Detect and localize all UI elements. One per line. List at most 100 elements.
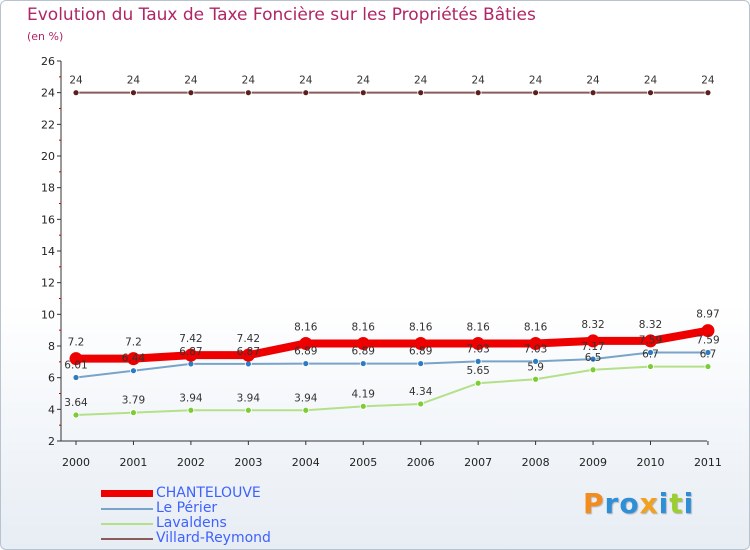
x-tick-label: 2000 — [62, 456, 90, 469]
chart-unit-label: (en %) — [27, 30, 64, 43]
data-label-chantelouve: 7.42 — [179, 333, 202, 345]
data-point-lavaldens — [474, 379, 482, 387]
data-point-villard-reymond — [704, 89, 712, 97]
y-tick-label: 14 — [41, 245, 55, 258]
data-point-villard-reymond — [187, 89, 195, 97]
data-point-le-p-rier — [359, 360, 367, 367]
data-point-lavaldens — [302, 406, 310, 414]
y-tick-label: 10 — [41, 308, 55, 321]
data-label-chantelouve: 8.16 — [524, 321, 548, 333]
data-label-villard-reymond: 24 — [644, 75, 658, 87]
data-label-villard-reymond: 24 — [127, 75, 141, 87]
x-tick-label: 2006 — [407, 456, 435, 469]
y-tick-label: 16 — [41, 213, 55, 226]
logo-letter: i — [683, 487, 695, 520]
y-tick-label: 4 — [48, 403, 55, 416]
data-label-le-p-rier: 6.87 — [237, 346, 260, 358]
data-label-le-p-rier: 7.59 — [639, 334, 662, 346]
data-point-lavaldens — [532, 375, 539, 383]
series-layer — [69, 89, 715, 419]
data-point-villard-reymond — [532, 89, 539, 97]
data-label-chantelouve: 8.32 — [581, 319, 604, 331]
data-point-lavaldens — [359, 402, 367, 410]
data-labels-layer: 24 24 24 24 24 24 24 24 24 24 24 24 3.64 3.79 3.94 3.94… — [64, 75, 719, 409]
legend-label: Villard-Reymond — [156, 530, 271, 546]
data-label-villard-reymond: 24 — [414, 75, 428, 87]
data-point-chantelouve — [414, 336, 428, 350]
data-point-lavaldens — [187, 406, 195, 414]
x-tick-label: 2001 — [119, 456, 147, 469]
data-label-lavaldens: 5.9 — [527, 361, 544, 373]
data-point-villard-reymond — [72, 89, 80, 97]
data-label-chantelouve: 7.2 — [125, 337, 142, 349]
data-point-lavaldens — [589, 366, 597, 374]
data-point-chantelouve — [241, 348, 255, 362]
data-point-chantelouve — [471, 336, 485, 350]
data-label-lavaldens: 4.19 — [352, 388, 375, 400]
x-tick-label: 2004 — [292, 456, 320, 469]
chart-title: Evolution du Taux de Taxe Foncière sur l… — [27, 5, 536, 25]
legend-label: Lavaldens — [156, 515, 227, 531]
data-point-chantelouve — [126, 352, 140, 366]
x-tick-label: 2003 — [234, 456, 262, 469]
legend-swatch — [101, 507, 153, 510]
data-point-lavaldens — [704, 363, 712, 370]
logo-letter: P — [583, 487, 605, 520]
data-point-villard-reymond — [244, 89, 252, 97]
y-tick-label: 8 — [48, 340, 55, 353]
data-label-villard-reymond: 24 — [357, 75, 371, 87]
data-label-le-p-rier: 7.59 — [696, 334, 719, 346]
y-tick-label: 2 — [48, 435, 55, 448]
logo-letter: r — [604, 487, 620, 520]
data-label-villard-reymond: 24 — [69, 75, 83, 87]
data-point-chantelouve — [356, 336, 370, 350]
legend-item: CHANTELOUVE — [101, 486, 271, 501]
y-tick-label: 6 — [48, 372, 55, 385]
data-point-villard-reymond — [647, 89, 654, 97]
x-tick-label: 2011 — [694, 456, 722, 469]
data-label-chantelouve: 8.97 — [696, 309, 719, 321]
data-point-le-p-rier — [474, 357, 482, 365]
data-point-le-p-rier — [589, 355, 597, 363]
data-label-le-p-rier: 7.17 — [581, 341, 604, 353]
data-label-chantelouve: 8.16 — [409, 321, 433, 333]
data-label-lavaldens: 3.79 — [122, 395, 145, 407]
data-point-lavaldens — [130, 409, 137, 417]
data-point-chantelouve — [529, 336, 543, 350]
data-point-le-p-rier — [187, 360, 195, 368]
series-line-le-p-rier — [75, 351, 709, 379]
data-label-le-p-rier: 6.89 — [409, 346, 432, 358]
data-point-le-p-rier — [302, 360, 310, 367]
data-label-villard-reymond: 24 — [586, 75, 600, 87]
data-label-le-p-rier: 6.89 — [352, 346, 375, 358]
data-label-lavaldens: 6.5 — [585, 352, 602, 364]
data-label-lavaldens: 3.94 — [294, 392, 318, 404]
legend-item: Lavaldens — [101, 516, 271, 531]
data-label-lavaldens: 6.7 — [700, 349, 717, 361]
y-tick-label: 12 — [41, 277, 55, 290]
logo-letter: x — [639, 487, 659, 520]
data-label-lavaldens: 6.7 — [642, 349, 659, 361]
data-point-villard-reymond — [474, 89, 482, 97]
data-point-villard-reymond — [359, 89, 367, 97]
data-label-chantelouve: 8.16 — [294, 321, 318, 333]
data-label-villard-reymond: 24 — [701, 75, 715, 87]
data-point-le-p-rier — [130, 367, 137, 375]
chart-legend: CHANTELOUVE Le Périer Lavaldens Villard-Rey… — [101, 486, 271, 546]
data-label-le-p-rier: 6.01 — [64, 360, 87, 372]
data-point-chantelouve — [644, 334, 657, 348]
legend-swatch — [101, 522, 153, 525]
logo-letter: o — [619, 487, 640, 520]
data-label-chantelouve: 8.16 — [352, 321, 376, 333]
data-point-le-p-rier — [647, 349, 654, 356]
data-label-le-p-rier: 7.03 — [466, 343, 489, 355]
data-point-chantelouve — [184, 348, 198, 362]
y-tick-label: 18 — [41, 182, 55, 195]
series-line-lavaldens — [75, 365, 709, 417]
y-tick-label: 24 — [41, 87, 55, 100]
data-label-villard-reymond: 24 — [299, 75, 313, 87]
data-point-villard-reymond — [589, 89, 597, 97]
data-point-lavaldens — [244, 406, 252, 414]
data-point-chantelouve — [299, 336, 313, 350]
